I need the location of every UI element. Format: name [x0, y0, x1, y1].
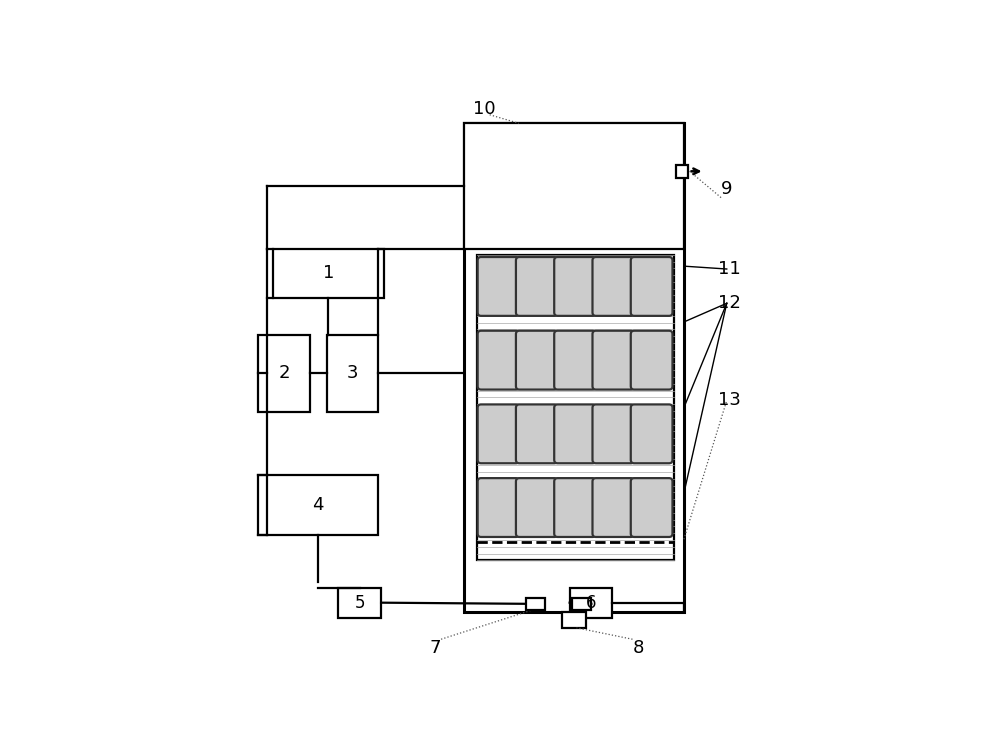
Text: 12: 12	[718, 295, 741, 312]
Text: 11: 11	[718, 260, 741, 278]
Bar	[327, 335, 378, 412]
Text: 6: 6	[586, 594, 596, 611]
FancyBboxPatch shape	[554, 331, 596, 390]
FancyBboxPatch shape	[516, 257, 558, 316]
Text: 5: 5	[354, 594, 365, 611]
Bar	[676, 165, 688, 177]
Bar	[526, 597, 545, 610]
Text: 3: 3	[347, 364, 358, 382]
FancyBboxPatch shape	[631, 331, 672, 390]
FancyBboxPatch shape	[592, 478, 634, 537]
FancyBboxPatch shape	[516, 331, 558, 390]
Bar	[562, 612, 586, 628]
Text: 7: 7	[430, 639, 441, 657]
Text: 2: 2	[278, 364, 290, 382]
FancyBboxPatch shape	[516, 404, 558, 463]
Text: 10: 10	[473, 100, 495, 118]
FancyBboxPatch shape	[592, 331, 634, 390]
Bar	[572, 597, 591, 610]
Text: 9: 9	[721, 180, 733, 198]
Text: 13: 13	[718, 392, 741, 410]
Bar	[464, 123, 684, 612]
Bar	[464, 123, 684, 249]
FancyBboxPatch shape	[592, 257, 634, 316]
Bar	[258, 335, 310, 412]
FancyBboxPatch shape	[516, 478, 558, 537]
Text: 4: 4	[312, 496, 324, 513]
FancyBboxPatch shape	[478, 478, 519, 537]
FancyBboxPatch shape	[631, 478, 672, 537]
FancyBboxPatch shape	[631, 404, 672, 463]
FancyBboxPatch shape	[478, 331, 519, 390]
FancyBboxPatch shape	[554, 404, 596, 463]
Bar	[570, 588, 612, 617]
Text: 8: 8	[633, 639, 644, 657]
FancyBboxPatch shape	[554, 257, 596, 316]
Bar	[477, 255, 674, 560]
Bar	[258, 475, 378, 535]
Text: 1: 1	[323, 264, 334, 282]
FancyBboxPatch shape	[631, 257, 672, 316]
FancyBboxPatch shape	[478, 257, 519, 316]
FancyBboxPatch shape	[592, 404, 634, 463]
Bar	[338, 588, 381, 617]
FancyBboxPatch shape	[554, 478, 596, 537]
FancyBboxPatch shape	[478, 404, 519, 463]
Bar	[273, 249, 384, 298]
